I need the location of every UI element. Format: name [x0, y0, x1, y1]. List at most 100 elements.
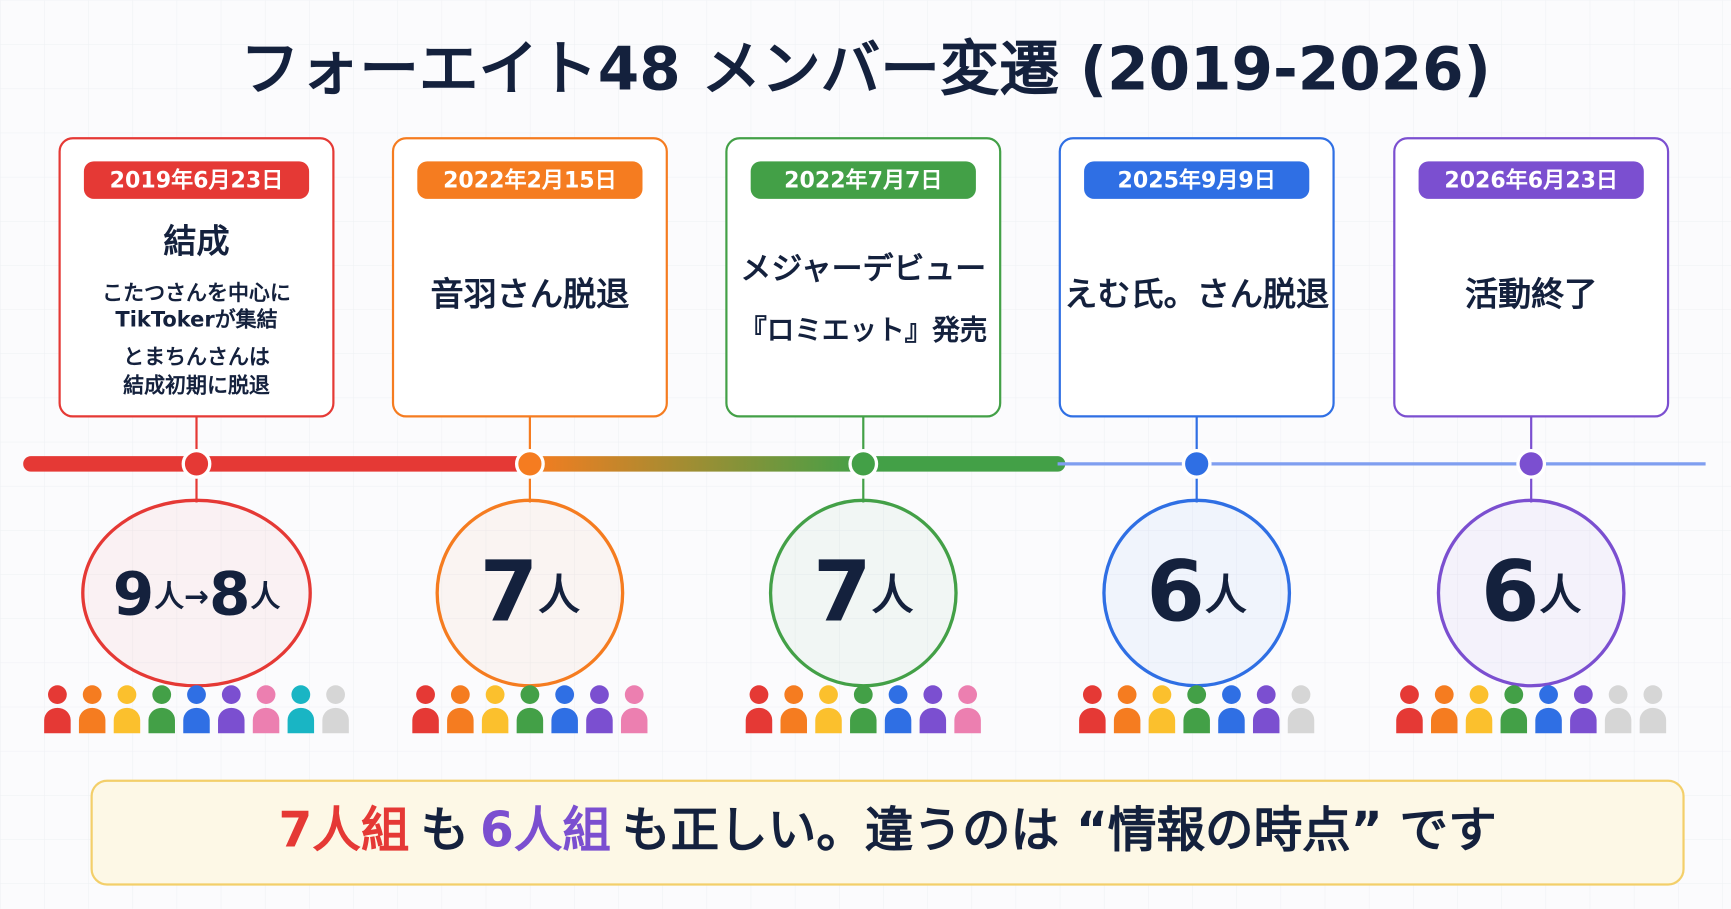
- icon-head: [853, 685, 873, 704]
- icon-head: [1469, 685, 1489, 704]
- event-heading: えむ氏。さん脱退: [1064, 275, 1329, 314]
- icon-head: [1152, 685, 1172, 704]
- icon-head: [450, 685, 470, 704]
- icon-head: [1539, 685, 1558, 704]
- icon-body: [113, 707, 141, 734]
- icon-body: [815, 707, 842, 734]
- event-heading: 結成: [163, 222, 229, 261]
- member-icon: [850, 685, 877, 734]
- member-icon: [1287, 685, 1315, 734]
- icon-body: [1218, 707, 1245, 734]
- member-icon: [287, 685, 315, 734]
- icon-body: [620, 707, 648, 734]
- member-icon: [1604, 685, 1632, 734]
- icon-head: [1256, 685, 1276, 704]
- icon-head: [819, 685, 838, 704]
- date-pill: [417, 161, 643, 199]
- icon-body: [1148, 707, 1176, 734]
- icon-body: [1113, 707, 1141, 734]
- member-count: 7人: [480, 542, 580, 640]
- icon-head: [291, 685, 311, 704]
- icon-body: [1570, 707, 1597, 734]
- banner-text: 7人組も 6人組 も正しい。違うのは “情報の時点” です: [278, 803, 1496, 859]
- timeline: [529, 456, 864, 472]
- icon-body: [148, 707, 175, 734]
- event-heading: 音羽さん脱退: [431, 275, 630, 314]
- icon-body: [1604, 707, 1632, 734]
- icon-body: [1639, 707, 1667, 734]
- member-icon: [551, 685, 578, 734]
- icon-head: [485, 685, 505, 704]
- icon-head: [958, 685, 977, 704]
- icon-head: [1291, 685, 1311, 704]
- icon-body: [322, 707, 349, 734]
- icon-head: [1082, 685, 1102, 704]
- icon-body: [287, 707, 315, 734]
- member-icon: [1183, 685, 1210, 734]
- icon-head: [784, 685, 804, 704]
- icon-body: [1535, 707, 1562, 734]
- icon-head: [187, 685, 206, 704]
- banner-segment: も: [420, 803, 469, 859]
- icon-head: [1643, 685, 1663, 704]
- member-icon: [322, 685, 349, 734]
- event-detail: とまちんさんは: [123, 345, 270, 369]
- icon-body: [44, 707, 71, 734]
- timeline-dot: [181, 448, 212, 479]
- member-icon: [78, 685, 106, 734]
- icon-head: [326, 685, 345, 704]
- icon-head: [555, 685, 575, 704]
- icon-body: [586, 707, 613, 734]
- banner-segment: 6人組: [480, 803, 611, 859]
- member-icon: [745, 685, 773, 734]
- icon-head: [923, 685, 943, 704]
- icon-head: [117, 685, 137, 704]
- icon-head: [82, 685, 102, 704]
- banner-segment: も正しい。違うのは “情報の時点” です: [622, 803, 1497, 859]
- event-detail: 『ロミエット』発売: [739, 313, 987, 346]
- icon-head: [624, 685, 644, 704]
- event-date: 2022年7月7日: [784, 167, 942, 193]
- icon-body: [884, 707, 912, 734]
- timeline-dot: [848, 448, 879, 479]
- member-icon: [1465, 685, 1493, 734]
- icon-body: [551, 707, 578, 734]
- event-heading: メジャーデビュー: [740, 251, 986, 287]
- icon-body: [1396, 707, 1423, 734]
- icon-head: [1434, 685, 1454, 704]
- icon-head: [48, 685, 67, 704]
- member-icon: [884, 685, 912, 734]
- member-icon: [481, 685, 509, 734]
- event-date: 2019年6月23日: [110, 167, 284, 193]
- icon-head: [256, 685, 276, 704]
- icon-head: [221, 685, 241, 704]
- event-date: 2025年9月9日: [1118, 167, 1276, 193]
- member-icon: [1431, 685, 1458, 734]
- icon-body: [183, 707, 210, 734]
- icon-body: [252, 707, 280, 734]
- member-icon: [1252, 685, 1280, 734]
- member-icon: [218, 685, 245, 734]
- icon-body: [780, 707, 807, 734]
- member-icon: [1500, 685, 1528, 734]
- member-icon: [447, 685, 474, 734]
- member-icon: [1639, 685, 1667, 734]
- icon-head: [749, 685, 769, 704]
- timeline-dot: [1181, 448, 1212, 479]
- event-detail: 結成初期に脱退: [123, 374, 270, 398]
- icon-head: [590, 685, 609, 704]
- icon-head: [1222, 685, 1241, 704]
- member-icon: [412, 685, 439, 734]
- banner-segment: 7人組: [278, 803, 409, 859]
- icon-body: [1183, 707, 1210, 734]
- member-icon: [620, 685, 648, 734]
- event-detail: TikTokerが集結: [115, 307, 277, 331]
- member-icon: [183, 685, 210, 734]
- timeline-dot: [514, 448, 545, 479]
- event-heading: 活動終了: [1465, 275, 1597, 314]
- icon-head: [1573, 685, 1593, 704]
- icon-body: [1500, 707, 1528, 734]
- member-icon: [44, 685, 71, 734]
- title: フォーエイト48 メンバー変遷 (2019-2026): [240, 36, 1491, 105]
- event-date: 2026年6月23日: [1444, 167, 1618, 193]
